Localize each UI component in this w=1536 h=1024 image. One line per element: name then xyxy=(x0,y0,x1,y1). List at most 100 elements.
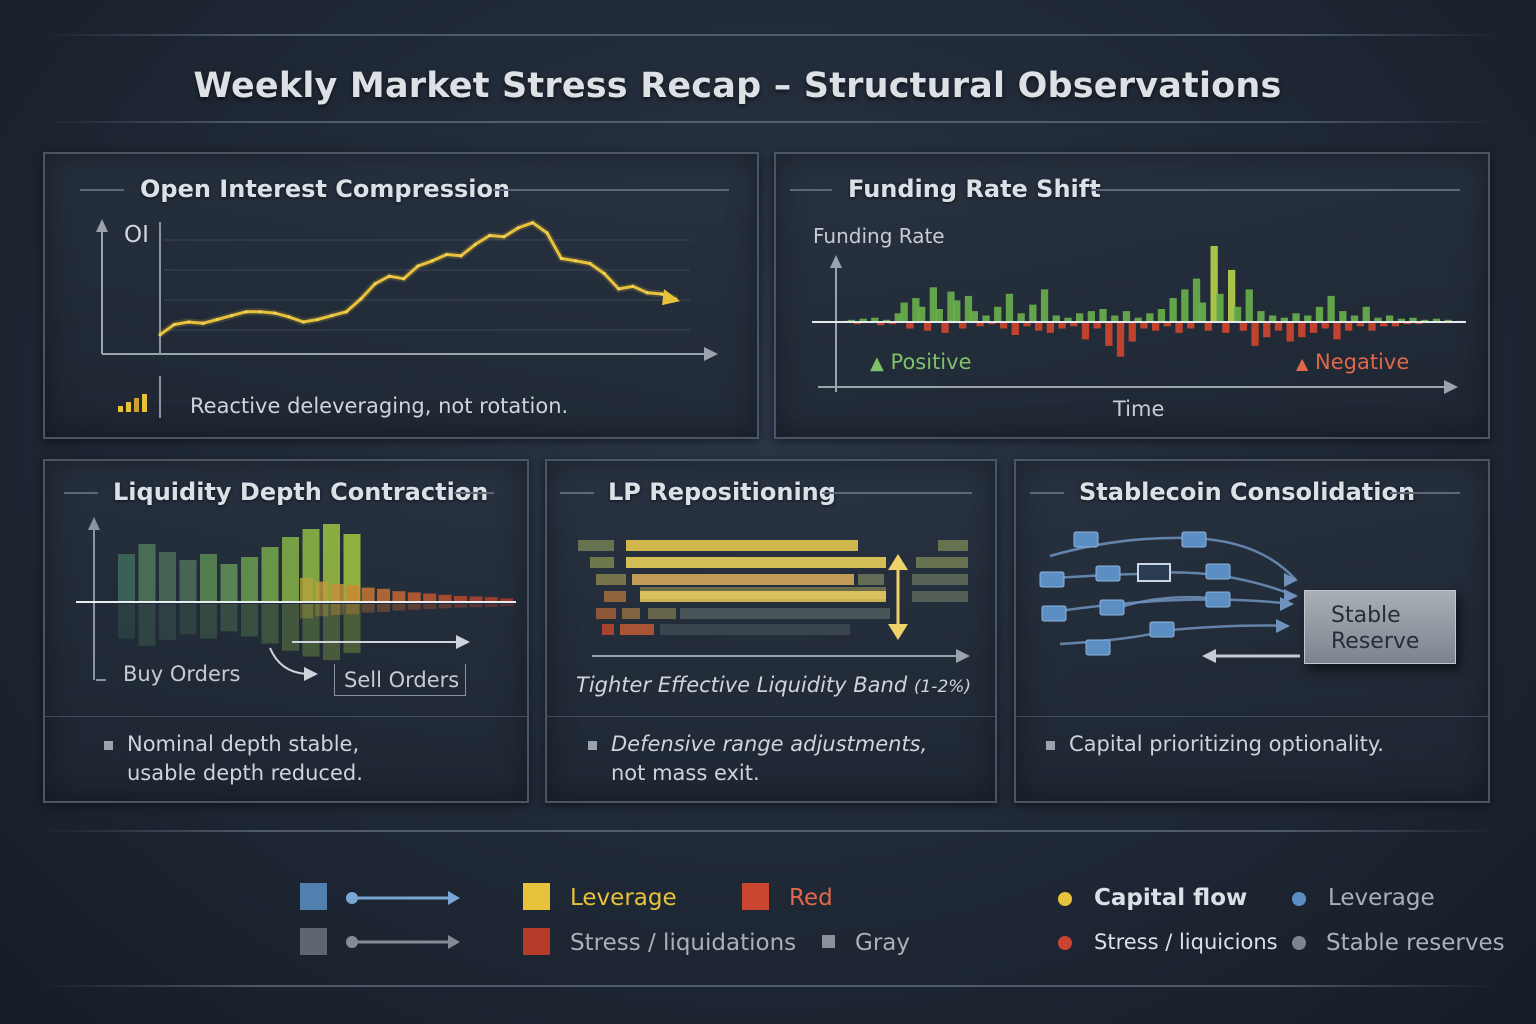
funding-bar-negative xyxy=(1251,322,1259,346)
bar-chart-icon xyxy=(117,392,149,414)
funding-bar-positive xyxy=(900,302,908,322)
title-line-right xyxy=(822,492,972,494)
funding-bar-negative xyxy=(877,322,885,326)
oi-point xyxy=(660,292,664,296)
sell-order-reflection xyxy=(377,604,390,612)
funding-bar-positive xyxy=(871,317,879,322)
sell-order-bar xyxy=(423,593,437,602)
buy-order-reflection xyxy=(302,604,320,657)
funding-bar-positive xyxy=(1386,315,1394,322)
panel-title-stablecoin: Stablecoin Consolidation xyxy=(1079,478,1416,506)
liquidity-note: Nominal depth stable, usable depth reduc… xyxy=(104,730,363,788)
capital-node xyxy=(1205,563,1231,580)
buy-order-reflection xyxy=(118,604,135,639)
funding-bar-positive xyxy=(1292,313,1300,322)
lp-band-segment xyxy=(602,624,614,635)
legend-dot-stress xyxy=(1058,936,1072,950)
legend-swatch-red xyxy=(742,883,769,910)
legend-label-red: Red xyxy=(789,885,833,911)
sell-order-reflection xyxy=(315,604,329,617)
lp-note-line1: Defensive range adjustments, xyxy=(611,732,928,756)
funding-bar-positive xyxy=(994,306,1002,322)
flow-path xyxy=(1117,595,1213,610)
sell-order-reflection xyxy=(392,604,406,611)
funding-bar-negative xyxy=(1187,322,1195,329)
lp-band-segment xyxy=(912,574,968,585)
funding-bar-positive xyxy=(1134,317,1142,322)
sell-order-bar xyxy=(377,588,390,602)
funding-bar-positive xyxy=(1228,269,1236,322)
lp-band-segment xyxy=(640,591,886,602)
buy-order-bar xyxy=(282,537,299,602)
positive-label-text: Positive xyxy=(890,350,972,374)
stablecoin-note-text: Capital prioritizing optionality. xyxy=(1069,732,1384,756)
oi-point xyxy=(287,315,291,319)
title-line-right xyxy=(493,189,729,191)
title-line-left xyxy=(1030,492,1064,494)
funding-bar-negative xyxy=(1345,322,1353,331)
legend-swatch-gray-small xyxy=(822,935,835,948)
capital-node xyxy=(1181,531,1207,548)
oi-point xyxy=(373,282,377,286)
oi-point xyxy=(631,284,635,288)
funding-bar-negative xyxy=(1204,322,1212,331)
legend-label-leverage-right: Leverage xyxy=(1328,885,1435,911)
lp-caption-range: (1-2%) xyxy=(913,677,972,697)
sell-order-reflection xyxy=(469,604,483,608)
legend-label-stable-reserves: Stable reserves xyxy=(1326,930,1505,956)
funding-bar-positive xyxy=(1233,306,1242,322)
lp-band-segment xyxy=(626,557,886,568)
funding-bar-positive xyxy=(1421,319,1429,322)
funding-bar-positive xyxy=(1146,313,1154,322)
sell-orders-label: Sell Orders xyxy=(344,668,460,692)
bullet-icon xyxy=(104,740,113,750)
flow-arrow-head xyxy=(1284,589,1298,603)
lp-band-segment xyxy=(660,624,850,635)
sell-order-bar xyxy=(500,598,514,602)
buy-order-reflection xyxy=(261,604,279,644)
funding-bar-negative xyxy=(1286,322,1294,342)
funding-bar-negative xyxy=(1239,322,1247,331)
oi-point xyxy=(588,261,592,266)
sell-arrow-head xyxy=(456,635,470,649)
title-underline xyxy=(40,121,1500,123)
funding-bar-positive xyxy=(1315,306,1324,322)
funding-bar-negative xyxy=(941,322,949,333)
funding-bar-negative xyxy=(1023,322,1031,327)
funding-bar-negative xyxy=(1333,322,1341,340)
lp-band-segment xyxy=(596,574,626,585)
legend-label-stress: Stress / liquidations xyxy=(570,930,797,956)
funding-bar-negative xyxy=(1222,322,1230,333)
funding-bar-negative xyxy=(1380,322,1388,327)
capital-node xyxy=(1205,591,1231,608)
funding-bar-positive xyxy=(1087,311,1095,322)
lp-band-segment xyxy=(648,608,676,619)
flow-arrow-head xyxy=(1280,597,1294,611)
funding-bar-positive xyxy=(1374,317,1382,322)
oi-point xyxy=(201,321,205,325)
funding-x-label: Time xyxy=(1113,397,1165,421)
oi-point xyxy=(215,317,219,322)
lp-band-segment xyxy=(596,608,616,619)
funding-bar-negative xyxy=(1128,322,1136,342)
oi-point xyxy=(359,297,363,301)
capital-node xyxy=(1149,621,1175,638)
buy-order-reflection xyxy=(179,604,197,635)
lp-band-segment xyxy=(626,540,858,551)
sell-order-reflection xyxy=(438,604,452,609)
lp-band-segment xyxy=(916,557,968,568)
legend-arrow-icon xyxy=(344,886,462,914)
oi-point xyxy=(387,274,391,278)
funding-bar-positive xyxy=(1099,309,1107,322)
title-line-right xyxy=(454,492,494,494)
funding-bar-negative xyxy=(1368,322,1376,331)
funding-bar-negative xyxy=(976,322,984,327)
oi-point xyxy=(645,291,649,295)
bullet-icon xyxy=(1046,740,1055,750)
funding-bar-negative xyxy=(1046,322,1054,333)
funding-bar-positive xyxy=(1432,318,1441,322)
panel-open-interest xyxy=(43,152,759,439)
funding-bar-positive xyxy=(1245,289,1253,322)
